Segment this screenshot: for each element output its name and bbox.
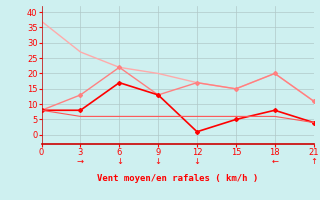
X-axis label: Vent moyen/en rafales ( km/h ): Vent moyen/en rafales ( km/h ) [97,174,258,183]
Text: ←: ← [271,156,278,165]
Text: →: → [77,156,84,165]
Text: ↓: ↓ [116,156,123,165]
Text: ↓: ↓ [194,156,201,165]
Text: ↑: ↑ [310,156,317,165]
Text: ↓: ↓ [155,156,162,165]
